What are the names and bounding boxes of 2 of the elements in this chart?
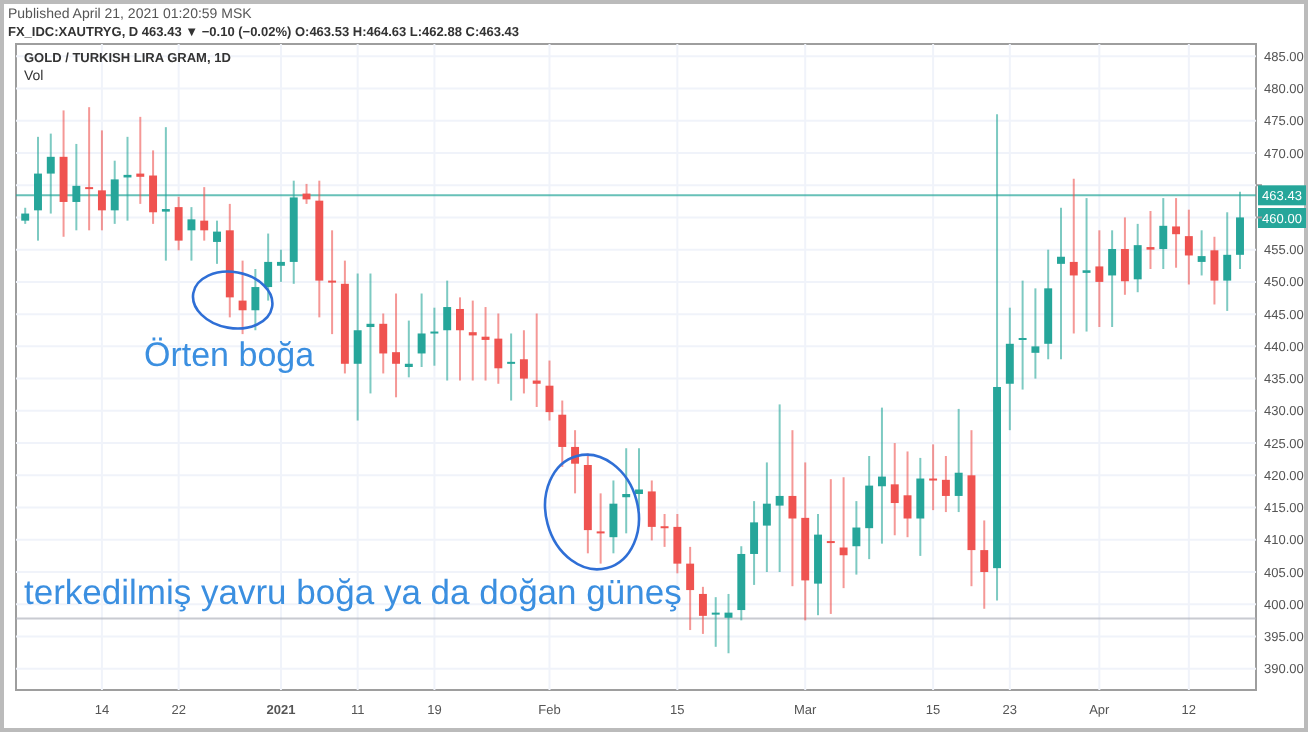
annotation: Örten boğa <box>144 336 316 374</box>
annotation: terkedilmiş yavru boğa ya da doğan güneş <box>24 572 683 612</box>
